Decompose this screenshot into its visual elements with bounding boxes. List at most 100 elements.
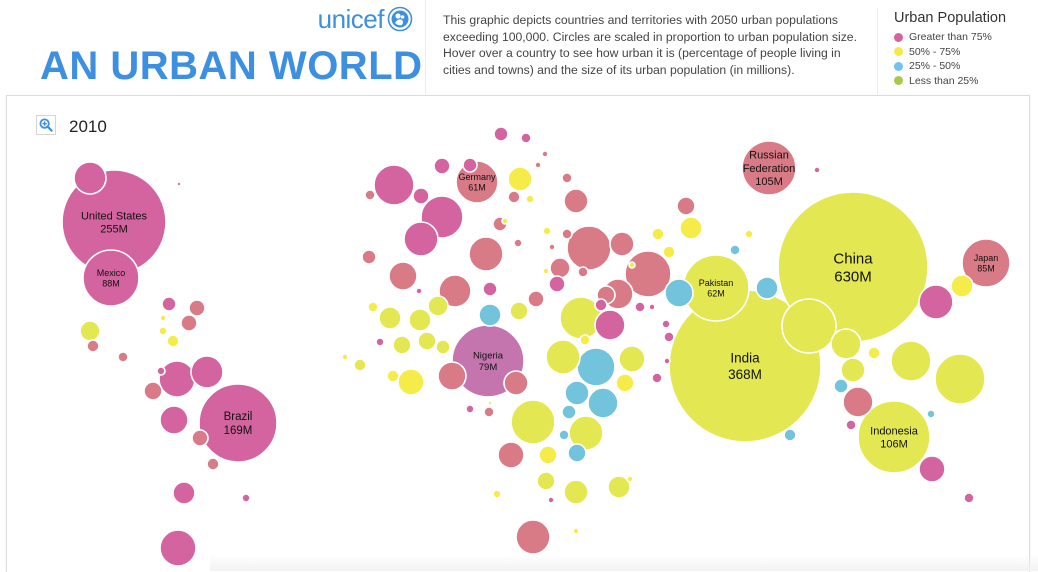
country-circle[interactable] — [549, 257, 571, 279]
country-circle[interactable] — [548, 243, 556, 251]
country-circle[interactable] — [198, 383, 278, 463]
bubble-country[interactable] — [462, 157, 478, 173]
country-circle[interactable] — [830, 328, 862, 360]
country-circle[interactable] — [462, 157, 478, 173]
country-circle[interactable] — [579, 334, 591, 346]
bubble-country[interactable] — [188, 299, 206, 317]
country-circle[interactable] — [487, 400, 493, 406]
country-circle[interactable] — [651, 372, 663, 384]
bubble-map-panel[interactable]: 2010 India 368M China 630M United States 255M… — [6, 95, 1030, 572]
bubble-country[interactable] — [493, 126, 509, 142]
bubble-country[interactable] — [587, 387, 619, 419]
zoom-in-button[interactable] — [36, 115, 56, 135]
bubble-country[interactable] — [386, 369, 400, 383]
country-circle[interactable] — [386, 369, 400, 383]
bubble-country[interactable] — [813, 166, 821, 174]
country-circle[interactable] — [577, 266, 589, 278]
country-circle[interactable] — [783, 428, 797, 442]
country-circle[interactable] — [241, 493, 251, 503]
country-circle[interactable] — [427, 295, 449, 317]
country-circle[interactable] — [961, 238, 1011, 288]
bubble-country[interactable] — [664, 278, 694, 308]
country-circle[interactable] — [741, 140, 797, 196]
bubble-country[interactable] — [679, 216, 703, 240]
bubble-country[interactable] — [576, 347, 616, 387]
country-circle[interactable] — [520, 132, 532, 144]
bubble-country[interactable] — [415, 287, 423, 295]
country-circle[interactable] — [492, 489, 502, 499]
bubble-country[interactable] — [361, 249, 377, 265]
bubble-country[interactable] — [963, 492, 975, 504]
country-circle[interactable] — [493, 126, 509, 142]
bubble-country[interactable] — [487, 400, 493, 406]
country-circle[interactable] — [572, 527, 580, 535]
bubble-country[interactable] — [191, 429, 209, 447]
country-circle[interactable] — [156, 366, 166, 376]
country-circle[interactable] — [412, 187, 430, 205]
country-circle[interactable] — [388, 261, 418, 291]
country-circle[interactable] — [161, 296, 177, 312]
country-circle[interactable] — [842, 386, 874, 418]
country-circle[interactable] — [561, 404, 577, 420]
country-circle[interactable] — [587, 387, 619, 419]
bubble-country[interactable] — [634, 301, 646, 313]
country-circle[interactable] — [191, 429, 209, 447]
bubble-country[interactable] — [830, 328, 862, 360]
bubble-country[interactable] — [541, 150, 549, 158]
bubble-country[interactable] — [755, 276, 779, 300]
bubble-country[interactable] — [158, 326, 168, 336]
country-circle[interactable] — [548, 275, 566, 293]
country-circle[interactable] — [918, 455, 946, 483]
bubble-country[interactable] — [513, 238, 523, 248]
country-circle[interactable] — [158, 360, 196, 398]
country-circle[interactable] — [918, 284, 954, 320]
bubble-country[interactable] — [840, 357, 866, 383]
country-circle[interactable] — [538, 445, 558, 465]
bubble-country[interactable] — [729, 244, 741, 256]
bubble-country[interactable] — [437, 361, 467, 391]
country-circle[interactable] — [963, 492, 975, 504]
country-circle[interactable] — [378, 306, 402, 330]
country-circle[interactable] — [510, 399, 556, 445]
bubble-country[interactable] — [547, 496, 555, 504]
country-circle[interactable] — [926, 409, 936, 419]
country-circle[interactable] — [433, 157, 451, 175]
country-circle[interactable] — [609, 231, 635, 257]
country-circle[interactable] — [890, 340, 932, 382]
country-circle[interactable] — [661, 319, 671, 329]
bubble-country[interactable] — [503, 370, 529, 396]
country-circle[interactable] — [626, 475, 634, 483]
bubble-country[interactable] — [563, 188, 589, 214]
bubble-country[interactable] — [438, 274, 472, 308]
bubble-country[interactable] — [507, 190, 521, 204]
bubble-country[interactable] — [520, 132, 532, 144]
bubble-country[interactable] — [176, 181, 182, 187]
bubble-country[interactable] — [478, 303, 502, 327]
country-circle[interactable] — [403, 221, 439, 257]
country-circle[interactable] — [867, 346, 881, 360]
bubble-country[interactable] — [412, 187, 430, 205]
country-circle[interactable] — [564, 380, 590, 406]
country-circle[interactable] — [744, 229, 754, 239]
bubble-country[interactable] — [159, 314, 167, 322]
bubble-country[interactable] — [143, 381, 163, 401]
country-circle[interactable] — [159, 405, 189, 435]
country-circle[interactable] — [482, 281, 498, 297]
country-circle[interactable] — [594, 309, 626, 341]
bubble-country[interactable] — [397, 368, 425, 396]
bubble-country[interactable] — [538, 445, 558, 465]
bubble-country[interactable] — [618, 345, 646, 373]
bubble-country[interactable] — [86, 339, 100, 353]
country-circle[interactable] — [648, 303, 656, 311]
bubble-country[interactable] — [364, 189, 376, 201]
bubble-country[interactable] — [628, 261, 636, 269]
bubble-country[interactable] — [842, 386, 874, 418]
bubble-country[interactable] — [525, 194, 535, 204]
country-circle[interactable] — [190, 355, 224, 389]
country-circle[interactable] — [563, 479, 589, 505]
bubble-country[interactable] — [918, 455, 946, 483]
country-circle[interactable] — [188, 299, 206, 317]
bubble-country[interactable] — [651, 372, 663, 384]
bubble-country[interactable] — [190, 355, 224, 389]
country-circle[interactable] — [563, 188, 589, 214]
